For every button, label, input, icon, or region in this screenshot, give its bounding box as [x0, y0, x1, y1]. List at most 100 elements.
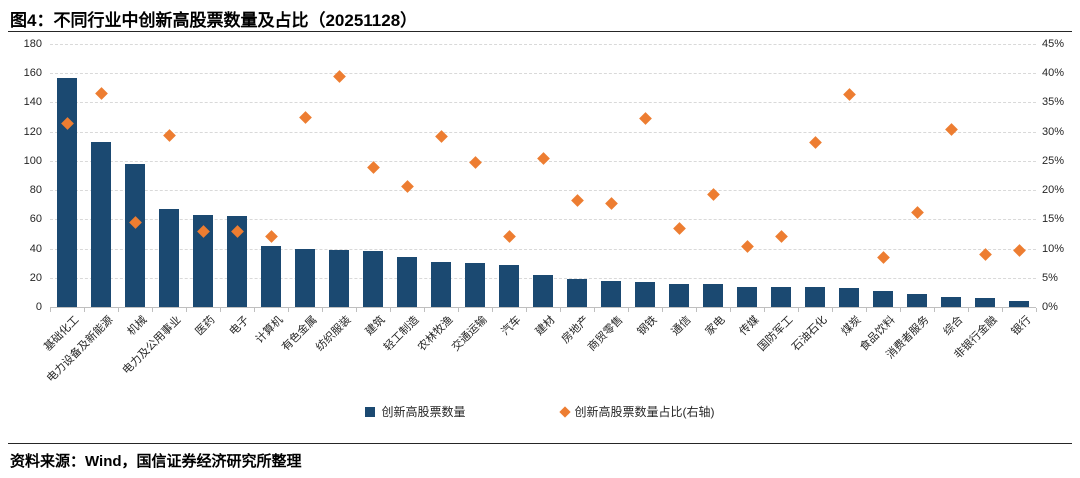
right-axis-tick-label: 15% — [1042, 213, 1065, 226]
scatter-point — [604, 197, 618, 210]
x-axis-tick — [84, 308, 85, 312]
legend-label: 创新高股票数量占比(右轴) — [574, 405, 715, 419]
bar — [125, 163, 145, 307]
bar — [805, 286, 825, 307]
x-axis-tick — [968, 308, 969, 312]
x-axis-tick — [220, 308, 221, 312]
x-axis-category-label: 钢铁 — [635, 314, 660, 339]
title-divider — [8, 31, 1072, 32]
x-axis-tick — [186, 308, 187, 312]
bar — [295, 248, 315, 307]
gridline — [50, 73, 1036, 75]
x-axis-category-label: 煤炭 — [839, 314, 864, 339]
scatter-point — [264, 230, 278, 244]
bar — [635, 282, 655, 307]
x-axis-category-label: 汽车 — [499, 314, 524, 339]
data-source-note: 资料来源：Wind，国信证券经济研究所整理 — [10, 453, 302, 470]
right-axis-tick-label: 35% — [1042, 96, 1065, 109]
x-axis-tick — [628, 308, 629, 312]
x-axis-line — [50, 307, 1036, 308]
x-axis-tick — [798, 308, 799, 312]
bar — [329, 250, 349, 307]
left-axis-tick-label: 120 — [23, 125, 42, 138]
bar — [465, 263, 485, 307]
scatter-point — [502, 229, 516, 243]
x-axis-tick — [152, 308, 153, 312]
scatter-point — [366, 161, 380, 175]
bar — [567, 279, 587, 307]
right-axis-tick-label: 25% — [1042, 154, 1065, 167]
bar — [261, 245, 281, 307]
x-axis-category-label: 纺织服装 — [313, 314, 354, 354]
gridline — [50, 219, 1036, 221]
bar — [227, 216, 247, 307]
bar — [975, 298, 995, 307]
scatter-point — [672, 221, 686, 235]
right-axis-tick-label: 20% — [1042, 184, 1065, 197]
left-axis-tick-label: 180 — [23, 38, 42, 50]
x-axis-tick — [934, 308, 935, 312]
gridline — [50, 102, 1036, 104]
gridline — [50, 248, 1036, 250]
scatter-point — [536, 152, 550, 165]
bar — [193, 214, 213, 307]
x-axis-category-label: 家电 — [703, 314, 728, 339]
bar — [907, 293, 927, 307]
x-axis-category-label: 农林牧渔 — [415, 314, 456, 354]
left-axis-tick-label: 100 — [23, 154, 42, 167]
gridline — [50, 44, 1036, 45]
x-axis-tick — [594, 308, 595, 312]
x-axis-category-label: 交通运输 — [449, 314, 490, 354]
x-axis-category-label: 国防军工 — [755, 314, 796, 354]
left-axis-tick-label: 60 — [29, 213, 42, 226]
x-axis-category-label: 医药 — [193, 314, 218, 339]
left-axis-tick-label: 80 — [29, 184, 42, 197]
x-axis-category-label: 石油石化 — [789, 314, 830, 354]
x-axis-tick — [322, 308, 323, 312]
x-axis-tick — [356, 308, 357, 312]
x-axis-tick — [458, 308, 459, 312]
x-axis-tick — [560, 308, 561, 312]
x-axis-tick — [254, 308, 255, 312]
gridline — [50, 190, 1036, 192]
left-axis-tick-label: 0 — [35, 301, 42, 313]
bar — [873, 290, 893, 307]
x-axis-category-label: 房地产 — [559, 314, 592, 346]
scatter-point — [842, 88, 856, 102]
gridline — [50, 131, 1036, 133]
x-axis-tick — [730, 308, 731, 312]
scatter-point — [910, 205, 924, 219]
left-axis-tick-label: 140 — [23, 96, 42, 109]
bar — [1009, 301, 1029, 307]
x-axis-category-label: 通信 — [669, 314, 694, 339]
legend-item-bar-series: 创新高股票数量 — [365, 403, 466, 420]
scatter-point — [978, 248, 992, 262]
bar — [499, 264, 519, 307]
x-axis-tick — [526, 308, 527, 312]
x-axis-tick — [696, 308, 697, 312]
x-axis-tick — [118, 308, 119, 312]
x-axis-tick — [424, 308, 425, 312]
scatter-point — [332, 69, 346, 83]
scatter-point — [808, 135, 822, 149]
bar — [57, 77, 77, 307]
right-axis-tick-label: 45% — [1042, 38, 1065, 50]
x-axis-tick — [866, 308, 867, 312]
x-axis-category-label: 商贸零售 — [585, 314, 626, 354]
scatter-point — [944, 122, 958, 136]
left-axis-tick-label: 160 — [23, 67, 42, 80]
diamond-marker-icon — [558, 405, 571, 418]
bar — [669, 283, 689, 307]
x-axis-tick — [764, 308, 765, 312]
bar — [159, 209, 179, 307]
right-axis-tick-label: 5% — [1042, 271, 1058, 284]
x-axis-category-label: 电子 — [227, 314, 252, 339]
bar — [771, 286, 791, 307]
bar — [431, 261, 451, 307]
legend-label: 创新高股票数量 — [381, 405, 466, 419]
scatter-point — [1012, 243, 1026, 257]
chart-legend: 创新高股票数量 创新高股票数量占比(右轴) — [0, 403, 1080, 420]
x-axis-tick — [492, 308, 493, 312]
bar — [601, 280, 621, 307]
